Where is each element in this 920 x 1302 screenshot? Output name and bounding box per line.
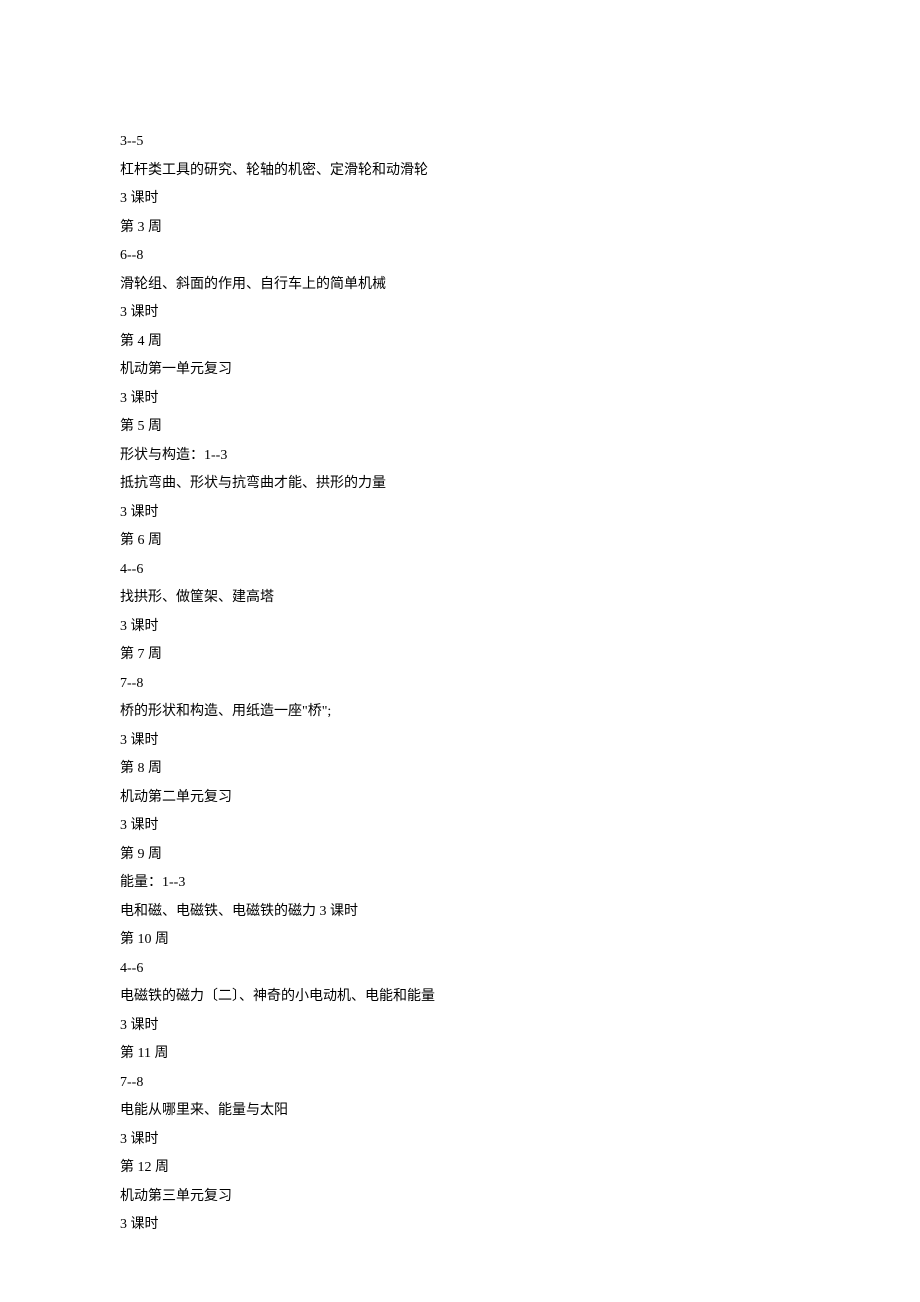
text-line: 第 9 周: [120, 841, 800, 870]
text-line: 3 课时: [120, 385, 800, 414]
text-line: 能量：1--3: [120, 869, 800, 898]
text-line: 抵抗弯曲、形状与抗弯曲才能、拱形的力量: [120, 470, 800, 499]
text-line: 7--8: [120, 1069, 800, 1098]
text-line: 第 12 周: [120, 1154, 800, 1183]
text-line: 3 课时: [120, 1211, 800, 1240]
text-line: 机动第三单元复习: [120, 1183, 800, 1212]
text-line: 电磁铁的磁力〔二〕、神奇的小电动机、电能和能量: [120, 983, 800, 1012]
text-line: 6--8: [120, 242, 800, 271]
text-line: 第 8 周: [120, 755, 800, 784]
text-line: 第 7 周: [120, 641, 800, 670]
text-line: 机动第二单元复习: [120, 784, 800, 813]
text-line: 3 课时: [120, 613, 800, 642]
text-line: 桥的形状和构造、用纸造一座"桥";: [120, 698, 800, 727]
text-line: 第 11 周: [120, 1040, 800, 1069]
text-line: 找拱形、做筐架、建高塔: [120, 584, 800, 613]
text-line: 第 3 周: [120, 214, 800, 243]
text-line: 电能从哪里来、能量与太阳: [120, 1097, 800, 1126]
text-line: 第 6 周: [120, 527, 800, 556]
text-line: 3 课时: [120, 1012, 800, 1041]
text-line: 3 课时: [120, 1126, 800, 1155]
text-line: 第 5 周: [120, 413, 800, 442]
text-line: 第 10 周: [120, 926, 800, 955]
text-line: 4--6: [120, 955, 800, 984]
text-line: 杠杆类工具的研究、轮轴的机密、定滑轮和动滑轮: [120, 157, 800, 186]
text-line: 滑轮组、斜面的作用、自行车上的简单机械: [120, 271, 800, 300]
text-line: 电和磁、电磁铁、电磁铁的磁力 3 课时: [120, 898, 800, 927]
text-line: 3 课时: [120, 299, 800, 328]
text-line: 4--6: [120, 556, 800, 585]
text-line: 7--8: [120, 670, 800, 699]
document-body: 3--5 杠杆类工具的研究、轮轴的机密、定滑轮和动滑轮 3 课时 第 3 周 6…: [120, 128, 800, 1240]
text-line: 3 课时: [120, 727, 800, 756]
text-line: 第 4 周: [120, 328, 800, 357]
text-line: 机动第一单元复习: [120, 356, 800, 385]
text-line: 3 课时: [120, 185, 800, 214]
text-line: 形状与构造：1--3: [120, 442, 800, 471]
text-line: 3--5: [120, 128, 800, 157]
text-line: 3 课时: [120, 812, 800, 841]
text-line: 3 课时: [120, 499, 800, 528]
